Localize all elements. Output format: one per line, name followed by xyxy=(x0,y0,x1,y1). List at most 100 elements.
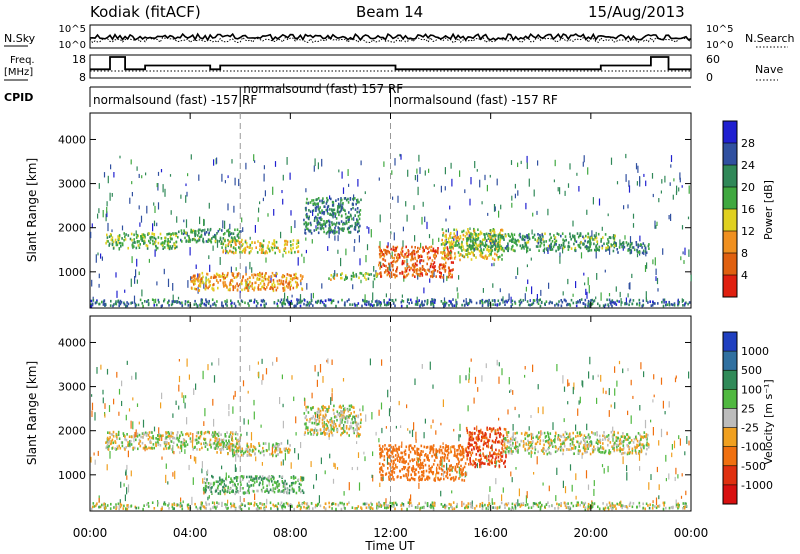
scatter-cell xyxy=(330,424,332,434)
scatter-cell xyxy=(399,153,401,157)
scatter-cell xyxy=(229,444,231,452)
data-cell xyxy=(579,232,582,236)
data-cell xyxy=(386,266,389,270)
data-cell xyxy=(387,302,389,306)
data-cell xyxy=(340,214,343,218)
data-cell xyxy=(229,232,231,236)
data-cell xyxy=(186,432,188,435)
scatter-cell xyxy=(680,495,683,499)
data-cell xyxy=(121,441,124,444)
data-cell xyxy=(493,240,495,243)
data-cell xyxy=(649,300,651,303)
data-cell xyxy=(177,300,179,304)
scatter-cell xyxy=(221,465,223,470)
data-cell xyxy=(222,249,225,252)
data-cell xyxy=(442,265,445,268)
data-cell xyxy=(291,483,293,487)
data-cell xyxy=(216,232,218,235)
data-cell xyxy=(204,490,207,494)
data-cell xyxy=(237,449,240,453)
data-cell xyxy=(323,417,325,421)
data-cell xyxy=(117,241,119,244)
data-cell xyxy=(432,262,435,266)
scatter-cell xyxy=(305,249,307,254)
data-cell xyxy=(106,233,108,237)
scatter-cell xyxy=(135,372,137,380)
data-cell xyxy=(217,434,220,438)
scatter-cell xyxy=(458,241,460,245)
data-cell xyxy=(152,434,154,438)
scatter-cell xyxy=(509,390,511,393)
data-cell xyxy=(236,452,238,456)
data-cell xyxy=(278,475,281,478)
data-cell xyxy=(235,485,238,489)
data-cell xyxy=(349,231,351,234)
data-cell xyxy=(232,285,234,288)
scatter-cell xyxy=(679,177,681,183)
scatter-cell xyxy=(192,477,194,485)
data-cell xyxy=(316,202,318,206)
data-cell xyxy=(420,450,422,453)
scatter-cell xyxy=(671,444,673,450)
data-cell xyxy=(276,272,278,276)
data-cell xyxy=(462,454,465,458)
data-cell xyxy=(430,470,433,474)
data-cell xyxy=(362,298,364,302)
data-cell xyxy=(332,408,335,412)
scatter-cell xyxy=(98,283,100,288)
data-cell xyxy=(268,275,270,279)
data-cell xyxy=(258,278,261,281)
data-cell xyxy=(244,251,246,254)
data-cell xyxy=(500,246,502,250)
data-cell xyxy=(156,246,159,250)
data-cell xyxy=(338,202,340,206)
scatter-cell xyxy=(313,165,315,172)
data-cell xyxy=(316,198,318,201)
data-cell xyxy=(352,271,354,275)
data-cell xyxy=(588,249,591,252)
data-cell xyxy=(342,202,344,205)
data-cell xyxy=(396,266,399,269)
data-cell xyxy=(422,268,424,271)
scatter-cell xyxy=(91,410,93,417)
data-cell xyxy=(498,303,501,306)
data-cell xyxy=(589,245,591,248)
data-cell xyxy=(590,236,592,240)
data-cell xyxy=(349,303,351,306)
data-cell xyxy=(292,475,295,478)
data-cell xyxy=(654,302,656,305)
data-cell xyxy=(344,222,346,225)
data-cell xyxy=(492,238,495,242)
data-cell xyxy=(307,432,309,435)
data-cell xyxy=(227,446,229,449)
scatter-cell xyxy=(498,362,500,367)
data-cell xyxy=(431,272,434,276)
data-cell xyxy=(237,454,240,458)
data-cell xyxy=(283,286,286,289)
data-cell xyxy=(652,300,654,304)
data-cell xyxy=(440,271,442,275)
scatter-cell xyxy=(234,390,236,397)
data-cell xyxy=(292,490,295,493)
data-cell xyxy=(224,284,226,287)
data-cell xyxy=(297,250,299,254)
data-cell xyxy=(176,431,179,434)
data-cell xyxy=(348,404,351,408)
data-cell xyxy=(508,234,510,237)
data-cell xyxy=(235,431,237,434)
data-cell xyxy=(263,453,265,457)
data-cell xyxy=(330,228,332,232)
data-cell xyxy=(258,449,260,453)
data-cell xyxy=(491,299,494,302)
data-cell xyxy=(400,300,403,304)
data-cell xyxy=(250,454,252,457)
data-cell xyxy=(196,448,198,451)
scatter-cell xyxy=(192,433,194,442)
data-cell xyxy=(417,447,420,451)
data-cell xyxy=(570,298,573,302)
data-cell xyxy=(423,458,426,462)
data-cell xyxy=(205,286,208,289)
data-cell xyxy=(381,468,383,472)
data-cell xyxy=(304,231,306,235)
data-cell xyxy=(326,208,329,211)
